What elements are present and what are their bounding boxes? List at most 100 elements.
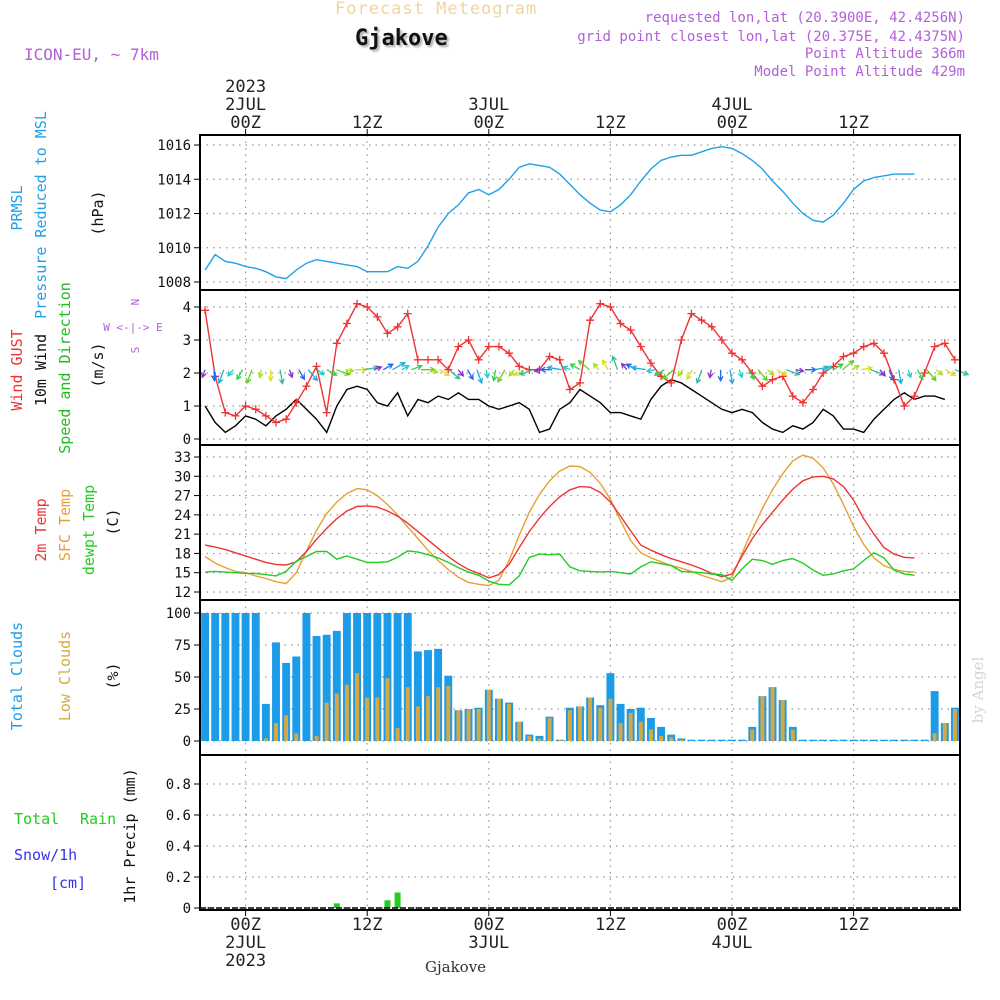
wind-direction-arrow (257, 369, 264, 379)
wind-direction-arrow (767, 369, 775, 376)
total-cloud-bar (211, 613, 220, 741)
wind-gust-marker (626, 326, 635, 335)
temperature-ytick-label: 24 (174, 508, 191, 524)
rain-bar (384, 900, 391, 908)
low-cloud-bar (628, 712, 633, 741)
total-cloud-bar (241, 613, 250, 741)
requested-coords: requested lon,lat (20.3900E, 42.4256N) (644, 10, 965, 26)
wind-gust-marker (413, 355, 422, 364)
wind-gust-marker (261, 411, 270, 420)
wind-direction-arrow (748, 369, 755, 381)
low-cloud-bar (750, 729, 755, 741)
compass-s-label: S (129, 347, 142, 354)
pressure-ytick-label: 1014 (157, 172, 191, 188)
wind-gust-marker (920, 369, 929, 377)
pressure-ytick-label: 1016 (157, 138, 191, 154)
wind-gust-marker (403, 309, 412, 318)
precip-ytick-label: 0.8 (166, 777, 191, 793)
wind-10m-label: 10m Wind (32, 334, 50, 406)
low-cloud-bar (942, 723, 947, 741)
low-cloud-bar (365, 697, 370, 741)
wind-direction-arrow (879, 369, 886, 377)
low-cloud-bar (527, 735, 532, 741)
wind-direction-arrow (336, 369, 351, 376)
temperature-frame (199, 444, 961, 601)
credit-label: by Angel (969, 656, 987, 723)
low-cloud-bar (263, 738, 268, 741)
wind-direction-arrow (401, 365, 410, 371)
wind-gust-marker (768, 375, 777, 384)
pressure-frame (199, 134, 961, 291)
wind-gust-marker (393, 322, 402, 331)
temperature-ytick-label: 15 (174, 566, 191, 582)
total-cloud-bar (282, 662, 291, 741)
wind-direction-arrow (823, 365, 833, 372)
low-cloud-bar (344, 684, 349, 741)
low-cloud-bar (567, 710, 572, 741)
pressure-ytick-label: 1008 (157, 275, 191, 291)
low-cloud-bar (648, 729, 653, 741)
low-cloud-bar (355, 673, 360, 741)
clouds-ytick-label: 100 (166, 606, 191, 622)
dewpt-line (205, 550, 915, 586)
precip-rain-label: Rain (80, 810, 116, 828)
wind-direction-arrow (497, 369, 506, 383)
grid-point-coords: grid point closest lon,lat (20.375E, 42.… (577, 29, 965, 45)
low-cloud-bar (324, 702, 329, 741)
low-cloud-bar (456, 710, 461, 741)
wind-direction-arrow (245, 369, 253, 385)
total-cloud-bar (251, 613, 260, 741)
precip-cm-label: [cm] (50, 874, 86, 892)
total-cloud-bar (707, 739, 716, 741)
temp-unit-label: (C) (104, 508, 122, 535)
wind-direction-arrow (411, 364, 423, 371)
wind-gust-marker (687, 309, 696, 318)
wind-direction-arrow (601, 359, 609, 371)
wind-gust-marker (849, 349, 858, 358)
wind-gust-marker (717, 336, 726, 344)
total-cloud-bar (272, 642, 280, 741)
compass-n-label: N (129, 299, 142, 306)
total-cloud-bar (910, 739, 919, 741)
wind-direction-arrow (785, 369, 801, 376)
wind-gust-marker (353, 299, 362, 308)
total-cloud-bar (322, 634, 331, 741)
low-cloud-bar (466, 709, 471, 741)
low-cloud-bar (780, 700, 785, 741)
top-time-label: 12Z (352, 113, 383, 133)
wind-gust-marker (444, 365, 453, 374)
wind-direction-arrow (737, 369, 744, 379)
wind-gust-marker (494, 342, 503, 351)
wind-direction-arrow (546, 365, 562, 371)
wind-ytick-label: 4 (183, 300, 191, 316)
temp-dewpt-label: dewpt Temp (80, 485, 98, 575)
total-cloud-bar (201, 613, 210, 741)
total-cloud-bar (859, 739, 868, 741)
low-cloud-bar (598, 707, 603, 741)
wind-direction-arrow (569, 363, 581, 371)
low-cloud-bar (760, 696, 765, 741)
wind-direction-arrow (945, 369, 957, 376)
t2m-line (204, 475, 915, 579)
wind-direction-arrow (592, 362, 600, 371)
wind-gust-marker (231, 411, 240, 420)
top-year-label: 2023 (225, 77, 266, 97)
bottom-time-label: 00Z (230, 915, 261, 935)
total-cloud-bar (393, 613, 402, 741)
total-cloud-bar (880, 739, 888, 741)
wind-gust-marker (646, 359, 655, 368)
low-cloud-bar (638, 721, 643, 741)
bottom-year-label: 2023 (225, 951, 266, 971)
point-altitude: Point Altitude 366m (804, 46, 965, 62)
total-cloud-bar (798, 739, 807, 741)
wind-gust-marker (474, 355, 483, 364)
wind-direction-arrow (954, 369, 970, 376)
temperature-ytick-label: 27 (174, 489, 191, 505)
wind-gust-marker (728, 349, 736, 358)
wind-direction-arrow (267, 369, 274, 383)
wind-direction-arrow (392, 362, 406, 371)
low-cloud-bar (486, 689, 491, 741)
wind-gust-marker (555, 355, 564, 364)
model-altitude: Model Point Altitude 429m (754, 64, 965, 80)
wind-direction-arrow (653, 369, 665, 376)
